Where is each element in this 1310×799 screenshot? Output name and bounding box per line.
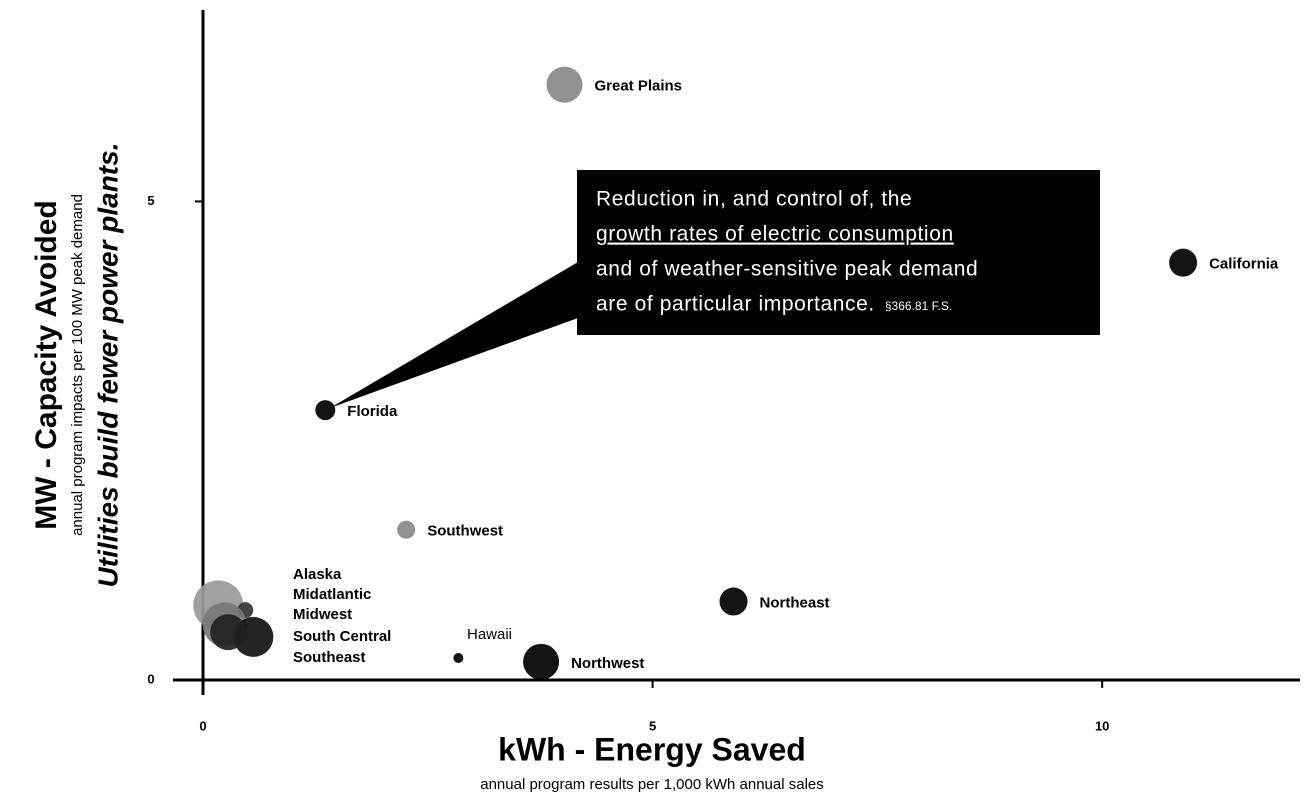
point-label: Northeast xyxy=(760,594,830,611)
point-label: California xyxy=(1209,256,1279,273)
y-axis-sublabel: annual program impacts per 100 MW peak d… xyxy=(69,194,86,536)
x-axis-label: kWh - Energy Saved xyxy=(498,731,806,767)
y-axis-tagline: Utilities build fewer power plants. xyxy=(92,143,123,588)
point-label: Great Plains xyxy=(594,78,682,95)
point-label: Florida xyxy=(347,403,398,420)
point-label: South Central xyxy=(293,628,391,645)
bubble xyxy=(546,66,583,103)
bubble xyxy=(1169,248,1198,277)
point-label: Southeast xyxy=(293,649,366,666)
annotation-box xyxy=(577,170,1100,335)
point-label: Midwest xyxy=(293,606,352,623)
annotation-line: are of particular importance. xyxy=(596,293,875,316)
annotation-citation: §366.81 F.S. xyxy=(885,299,952,313)
bubble xyxy=(315,400,336,421)
y-axis-label: MW - Capacity Avoided xyxy=(30,200,63,529)
y-tick-label: 5 xyxy=(147,193,154,208)
annotation-line: and of weather-sensitive peak demand xyxy=(596,258,978,281)
point-label: Midatlantic xyxy=(293,586,371,603)
point-label: Southwest xyxy=(427,523,503,540)
bubble xyxy=(453,652,464,663)
bubble xyxy=(210,614,247,651)
point-label: Hawaii xyxy=(467,626,512,643)
y-tick-label: 0 xyxy=(147,671,154,686)
bubble xyxy=(397,520,416,539)
point-label: Alaska xyxy=(293,566,342,583)
point-label: Northwest xyxy=(571,655,644,672)
x-tick-label: 10 xyxy=(1095,718,1109,733)
x-tick-label: 0 xyxy=(199,718,206,733)
annotation-line: Reduction in, and control of, the xyxy=(596,188,912,211)
bubble xyxy=(523,643,560,680)
annotation-line: growth rates of electric consumption xyxy=(596,223,954,246)
annotation-pointer xyxy=(330,262,578,408)
x-axis-sublabel: annual program results per 1,000 kWh ann… xyxy=(480,776,824,793)
bubble xyxy=(719,587,748,616)
x-tick-label: 5 xyxy=(649,718,656,733)
